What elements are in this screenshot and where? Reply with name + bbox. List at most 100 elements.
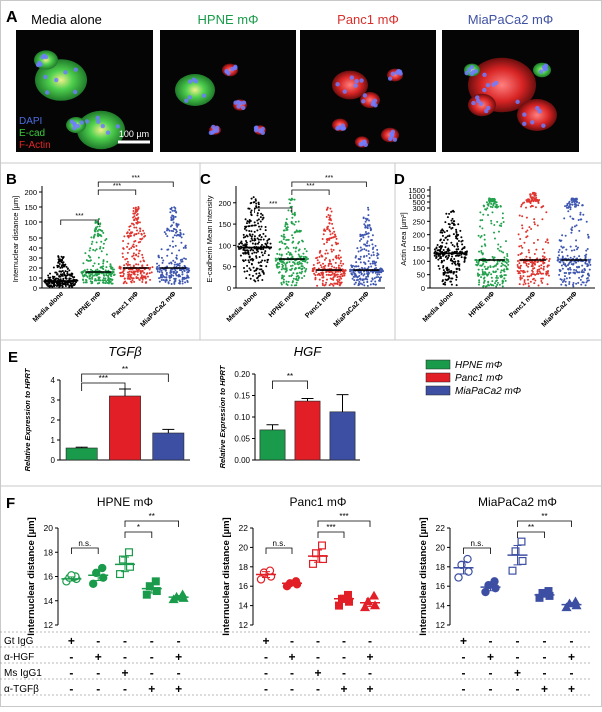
nucleus [515, 99, 520, 105]
treatment-mark: + [340, 682, 347, 696]
data-point [367, 219, 370, 222]
data-point [123, 264, 126, 267]
data-point [134, 217, 137, 220]
nucleus [482, 72, 487, 77]
data-point [278, 253, 281, 256]
data-point [334, 282, 337, 285]
data-point [327, 225, 330, 228]
data-point [248, 220, 251, 223]
data-point [164, 280, 167, 283]
data-point [269, 242, 272, 245]
data-point [339, 273, 342, 276]
data-point [562, 261, 565, 264]
treatment-mark: - [516, 634, 520, 648]
data-point [499, 245, 502, 248]
data-point [169, 244, 172, 247]
data-point [571, 203, 574, 206]
data-point [57, 255, 60, 258]
data-point [364, 224, 367, 227]
data-point [506, 255, 509, 258]
data-point [252, 201, 255, 204]
treatment-mark: + [175, 682, 182, 696]
treatment-label: Gt IgG [4, 636, 34, 647]
data-point [334, 235, 337, 238]
data-point [97, 263, 100, 266]
data-point [288, 202, 291, 205]
data-point [568, 283, 571, 286]
data-point [127, 235, 130, 238]
data-point [547, 241, 550, 244]
chart-title: HGF [294, 344, 323, 359]
data-point [455, 228, 458, 231]
data-point [359, 246, 362, 249]
data-point [179, 229, 182, 232]
data-point [268, 247, 271, 250]
y-tick-label: 1500 [408, 186, 425, 195]
data-point [518, 270, 521, 273]
data-point [99, 279, 102, 282]
data-point [455, 284, 458, 287]
data-point [573, 201, 576, 204]
data-point [289, 252, 292, 255]
data-point [542, 267, 545, 270]
treatment-mark: + [514, 666, 521, 680]
data-point [178, 274, 181, 277]
data-point [497, 205, 500, 208]
data-point [266, 241, 269, 244]
data-point [134, 212, 137, 215]
data-point [453, 245, 456, 248]
data-point [495, 275, 498, 278]
data-point [490, 276, 493, 279]
data-point [589, 263, 592, 266]
data-point [351, 277, 354, 280]
data-point [315, 257, 318, 260]
treatment-mark: - [543, 634, 547, 648]
data-point [529, 195, 532, 198]
data-point [573, 203, 576, 206]
y-tick-label: 3 [51, 396, 56, 405]
data-point [168, 229, 171, 232]
data-point [542, 272, 545, 275]
data-point [68, 277, 71, 280]
data-point [260, 225, 263, 228]
data-point [251, 242, 254, 245]
data-point [285, 282, 288, 285]
data-point [259, 220, 262, 223]
data-point [173, 234, 176, 237]
nucleus [464, 70, 469, 76]
data-point [570, 263, 573, 266]
data-point [329, 214, 332, 217]
data-point [132, 245, 135, 248]
data-point [580, 271, 583, 274]
data-point [568, 276, 571, 279]
y-tick-label: 20 [436, 542, 446, 552]
data-point [162, 259, 165, 262]
data-point [246, 220, 249, 223]
data-point [503, 268, 506, 271]
data-point [323, 228, 326, 231]
data-point [501, 285, 504, 288]
data-point [334, 241, 337, 244]
data-point [443, 270, 446, 273]
data-point [494, 206, 497, 209]
data-point [496, 260, 499, 263]
data-point [256, 212, 259, 215]
data-point [464, 256, 467, 259]
data-point [172, 259, 175, 262]
panel-label: F [6, 495, 15, 512]
data-point [182, 246, 185, 249]
data-point [127, 274, 130, 277]
data-point [82, 262, 85, 265]
data-point [526, 198, 529, 201]
data-point [244, 252, 247, 255]
data-point [174, 215, 177, 218]
data-point [367, 208, 370, 211]
data-point [292, 246, 295, 249]
data-point [500, 265, 503, 268]
data-point [260, 236, 263, 239]
data-point [351, 273, 354, 276]
data-point [249, 211, 252, 214]
data-point [366, 240, 369, 243]
data-point [508, 566, 517, 575]
data-point [291, 213, 294, 216]
